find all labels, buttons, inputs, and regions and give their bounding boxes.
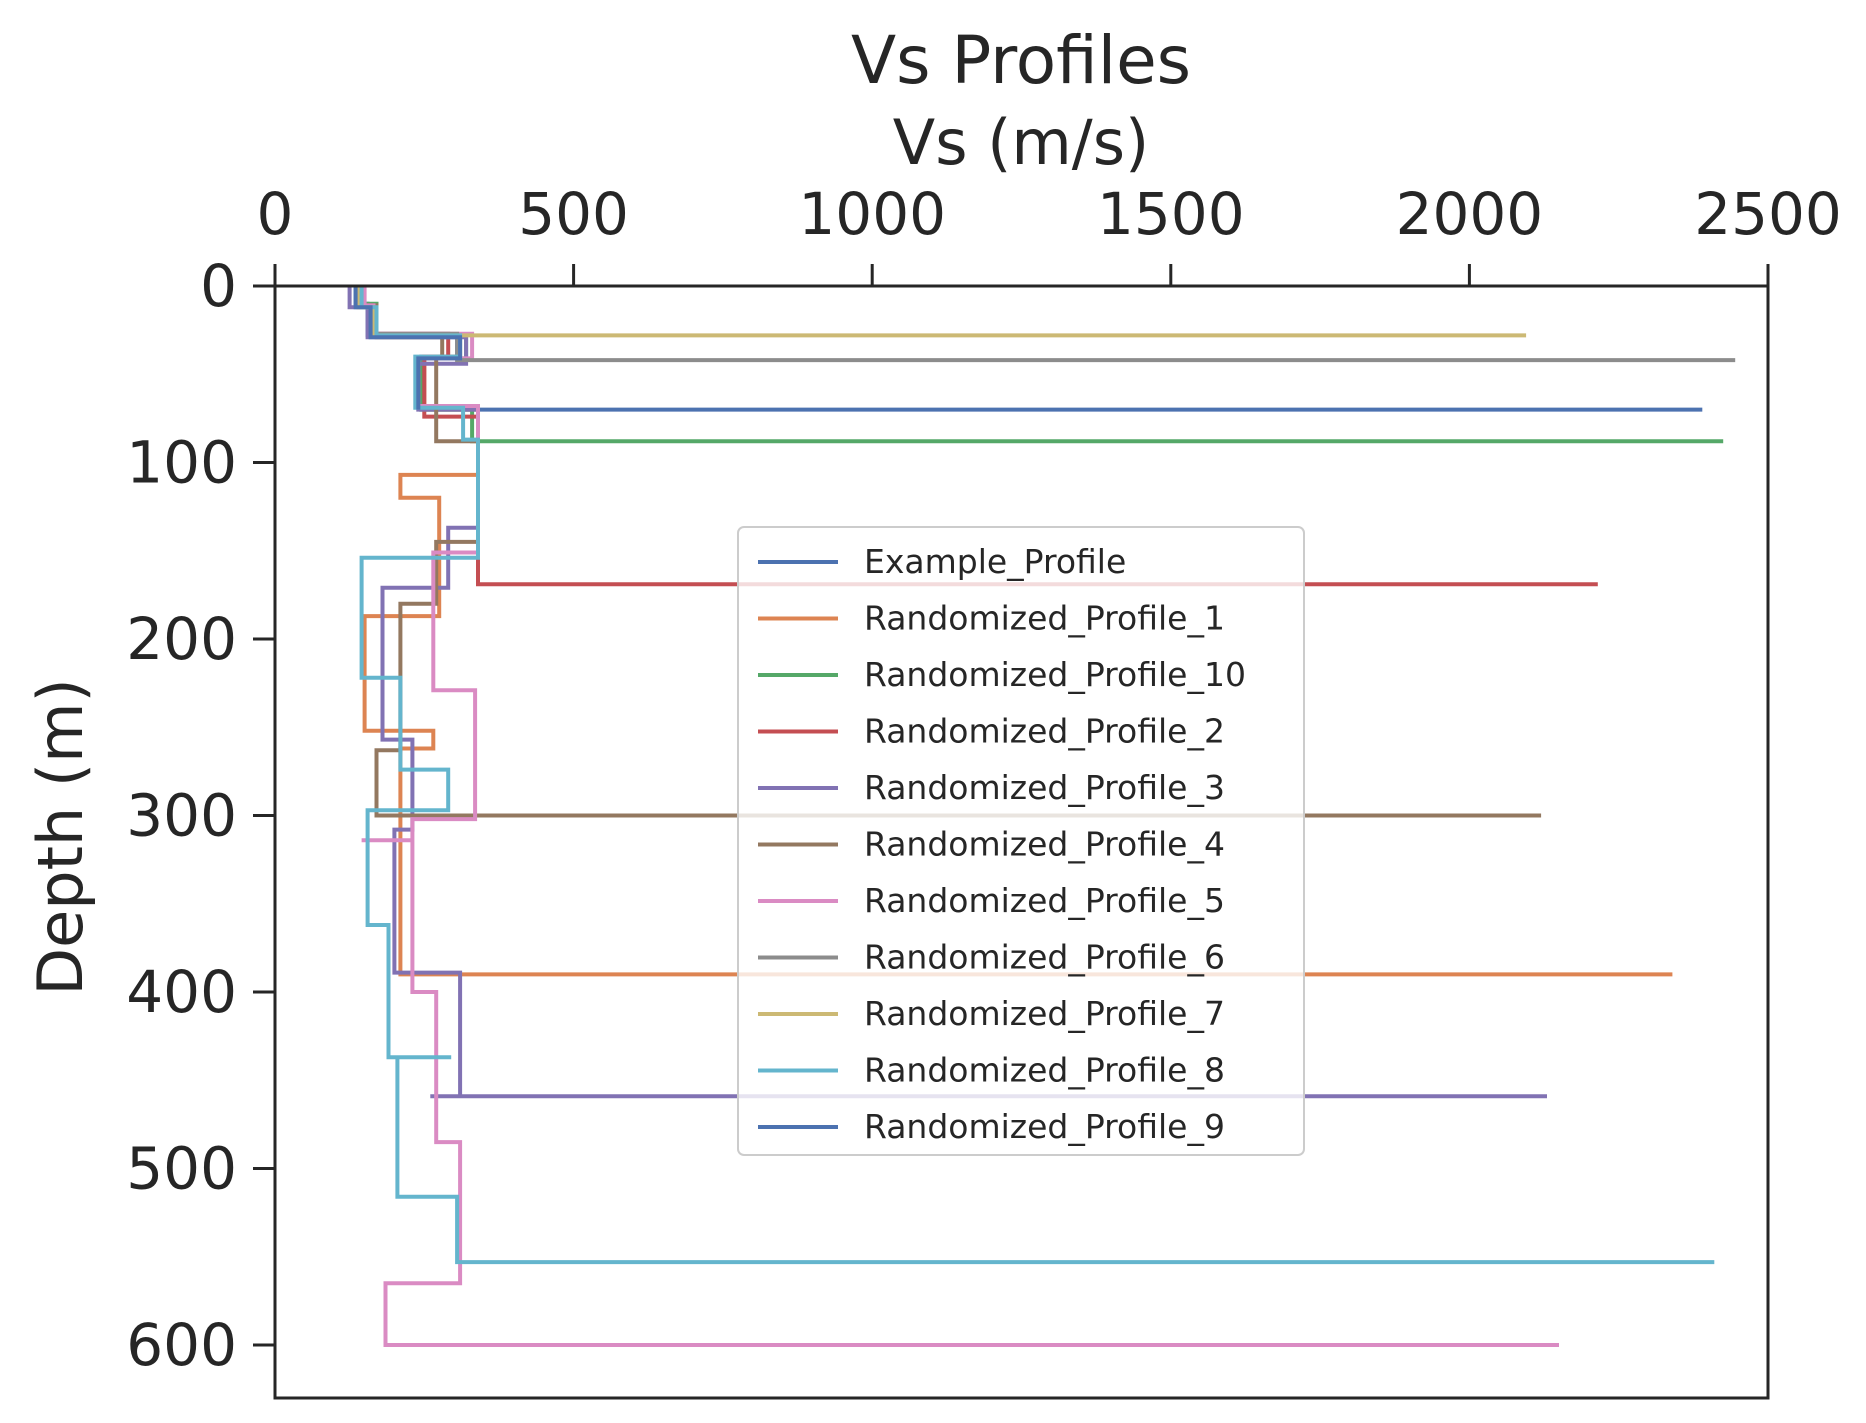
chart-title: Vs Profiles xyxy=(851,22,1191,99)
x-axis-label: Vs (m/s) xyxy=(893,106,1149,179)
series-layer xyxy=(347,286,1736,1347)
series-line-randomized-profile-6 xyxy=(356,286,1736,363)
legend-label: Randomized_Profile_10 xyxy=(864,655,1246,694)
y-axis-label: Depth (m) xyxy=(24,678,97,995)
x-axis-ticks: 0 500 1000 1500 2000 2500 xyxy=(257,180,1842,286)
x-tick-label: 2000 xyxy=(1396,180,1544,248)
x-tick-label: 2500 xyxy=(1694,180,1842,248)
y-tick-label: 500 xyxy=(126,1135,237,1203)
x-tick-label: 1000 xyxy=(798,180,946,248)
y-tick-label: 200 xyxy=(126,605,237,673)
legend-label: Randomized_Profile_3 xyxy=(864,768,1225,807)
plot-frame xyxy=(273,284,1770,1400)
y-tick-label: 0 xyxy=(200,252,237,320)
legend: Example_Profile Randomized_Profile_1 Rando… xyxy=(737,526,1305,1156)
series-line-randomized-profile-7 xyxy=(356,286,1527,338)
x-tick-label: 1500 xyxy=(1097,180,1245,248)
series-line-randomized-profile-10 xyxy=(356,286,1724,444)
series-line-randomized-profile-5 xyxy=(361,286,1559,1347)
plot-area xyxy=(273,284,1770,1400)
legend-label: Randomized_Profile_7 xyxy=(864,994,1225,1033)
y-tick-label: 400 xyxy=(126,958,237,1026)
y-tick-label: 300 xyxy=(126,782,237,850)
series-line-example-profile xyxy=(353,286,1703,412)
legend-label: Randomized_Profile_6 xyxy=(864,938,1225,977)
legend-label: Randomized_Profile_1 xyxy=(864,599,1225,638)
legend-box xyxy=(737,526,1305,1156)
x-tick-label: 500 xyxy=(518,180,629,248)
legend-label: Randomized_Profile_9 xyxy=(864,1107,1225,1146)
legend-label: Randomized_Profile_8 xyxy=(864,1051,1225,1090)
legend-label: Randomized_Profile_2 xyxy=(864,712,1225,751)
legend-label: Randomized_Profile_5 xyxy=(864,881,1225,920)
legend-items: Example_Profile Randomized_Profile_1 Rando… xyxy=(758,542,1246,1146)
y-tick-label: 100 xyxy=(126,429,237,497)
y-tick-label: 600 xyxy=(126,1311,237,1379)
legend-label: Randomized_Profile_4 xyxy=(864,825,1225,864)
legend-label: Example_Profile xyxy=(864,542,1126,581)
x-tick-label: 0 xyxy=(257,180,294,248)
y-axis-ticks: 0 100 200 300 400 500 600 xyxy=(126,252,275,1379)
series-line-randomized-profile-9 xyxy=(353,286,463,410)
